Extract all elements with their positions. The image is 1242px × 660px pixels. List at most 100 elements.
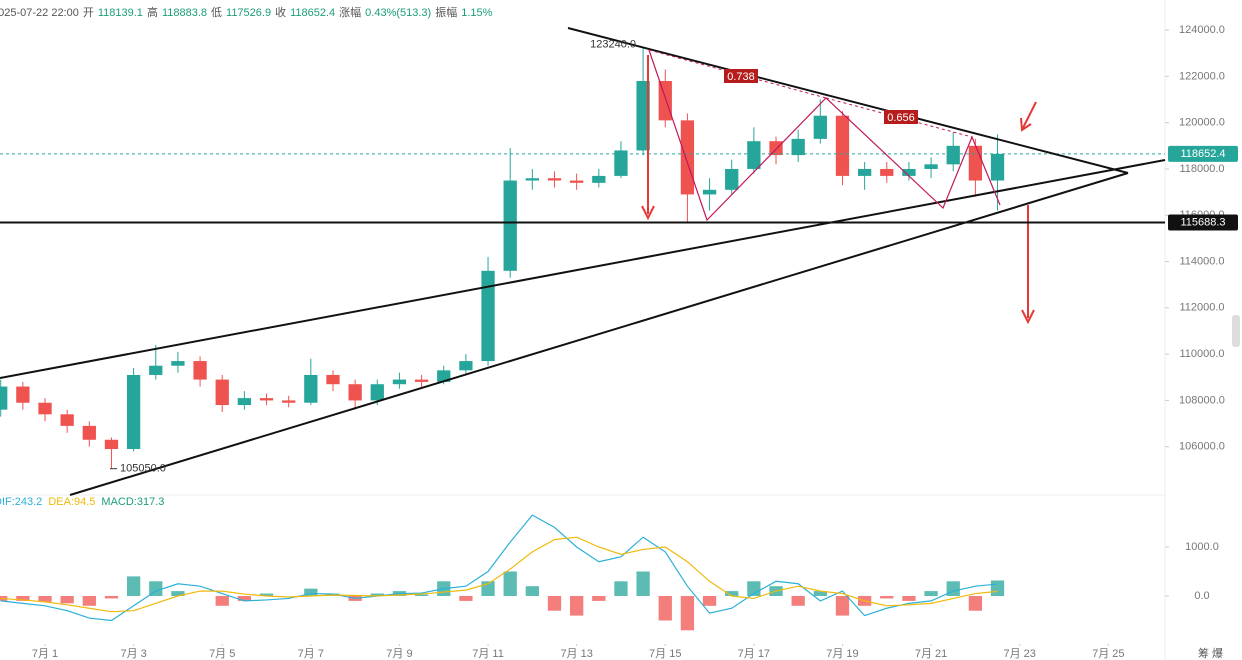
low-label: 105050.0 (120, 463, 166, 475)
last-price-tag (1168, 145, 1238, 162)
macd-bar (370, 593, 384, 596)
macd-bar (658, 595, 672, 621)
trend-line (69, 172, 1129, 496)
macd-bar (304, 588, 318, 596)
macd-bar (968, 595, 983, 611)
macd-bar (592, 595, 606, 601)
macd-bar (702, 595, 717, 606)
candle-body (370, 384, 384, 401)
candle-body (725, 168, 739, 190)
candle-body (924, 164, 938, 169)
ohlc-header: 2025-07-22 22:00 开 118139.1 高 118883.8 低 11752… (0, 4, 496, 20)
macd-bar (104, 595, 119, 599)
y-tick-label: 122000.0 (1179, 70, 1225, 82)
macd-bar (16, 595, 30, 601)
footer-tools[interactable]: 筹 爆 (1198, 646, 1223, 660)
candle-body (282, 400, 296, 403)
candle-body (259, 398, 274, 401)
arrow-head (1021, 309, 1035, 325)
candle-body (592, 175, 606, 183)
x-tick-label: 7月 5 (209, 648, 235, 660)
y-tick-label: 124000.0 (1179, 24, 1225, 36)
arrow (1022, 101, 1037, 129)
scrollbar[interactable] (1232, 315, 1240, 347)
trend-line (567, 27, 1129, 174)
candle-body (990, 153, 1005, 181)
candle-body (237, 398, 252, 406)
header-label: 高 (146, 7, 158, 19)
header-value: 118652.4 (290, 7, 336, 19)
ratio-label: 0.656 (887, 112, 915, 124)
level-label: 115688.3 (1180, 216, 1225, 228)
candle-body (414, 379, 429, 382)
candle-body (547, 178, 562, 181)
y-tick-label: 118000.0 (1179, 163, 1224, 175)
x-tick-label: 7月 11 (472, 648, 504, 660)
candle-body (636, 81, 650, 151)
macd-bar (636, 571, 650, 596)
x-tick-label: 7月 25 (1092, 648, 1124, 660)
macd-bar (82, 595, 96, 606)
macd-bar (813, 591, 827, 596)
macd-legend-item: MACD:317.3 (101, 496, 165, 508)
macd-bar (680, 595, 695, 631)
candle-body (570, 180, 584, 183)
y-tick-label: 120000.0 (1179, 117, 1225, 129)
candle-body (702, 189, 717, 195)
x-tick-label: 7月 3 (120, 648, 146, 660)
macd-bar (38, 595, 52, 602)
level-tag (1168, 214, 1238, 231)
zigzag (648, 49, 1001, 222)
macd-bar (791, 595, 805, 606)
macd-dea-line (0, 536, 998, 613)
macd-bar (259, 593, 274, 596)
macd-bar (880, 595, 894, 599)
header-value: 117526.9 (226, 7, 272, 19)
x-tick-label: 7月 13 (560, 648, 592, 660)
candle-body (215, 379, 229, 406)
macd-bar (614, 581, 628, 596)
candle-body (104, 439, 119, 450)
header-label: 开 (82, 7, 94, 19)
candle-body (968, 145, 983, 181)
candle-body (326, 374, 340, 385)
header-value: 1.15% (461, 7, 493, 19)
trend-line (0, 159, 1166, 379)
header-label: 振幅 (435, 7, 458, 19)
candle-body (193, 361, 207, 380)
macd-bar (902, 595, 916, 601)
candle-body (38, 402, 52, 415)
candle-body (857, 168, 872, 176)
ratio-line (825, 97, 973, 138)
candle-body (525, 178, 539, 181)
y-tick-label: 0.0 (1194, 590, 1209, 602)
arrow-head (1020, 117, 1032, 132)
candle-body (392, 379, 407, 385)
candle-body (503, 180, 517, 271)
macd-dif-line (0, 514, 998, 622)
x-tick-label: 7月 1 (32, 648, 58, 660)
y-tick-label: 112000.0 (1179, 302, 1224, 314)
header-value: 118883.8 (161, 7, 208, 19)
macd-bar (525, 586, 539, 596)
header-label: 低 (211, 7, 223, 19)
ratio-box (724, 69, 758, 83)
macd-bar (725, 591, 739, 596)
high-label: 123240.0 (590, 39, 636, 51)
header-label: 收 (275, 7, 287, 19)
header-value: 2025-07-22 22:00 (0, 7, 79, 19)
x-tick-label: 7月 9 (386, 648, 412, 660)
header-value: 0.43%(513.3) (365, 7, 432, 19)
candle-body (0, 386, 8, 410)
candle-body (880, 168, 894, 176)
candle-body (82, 425, 96, 440)
candle-body (60, 414, 74, 426)
macd-bar (924, 591, 938, 596)
macd-bar (835, 595, 850, 616)
macd-legend-item: DEA:94.5 (48, 496, 96, 508)
candle-body (149, 365, 163, 375)
candle-body (680, 120, 695, 195)
macd-bar (459, 595, 473, 601)
candle-body (481, 270, 495, 362)
